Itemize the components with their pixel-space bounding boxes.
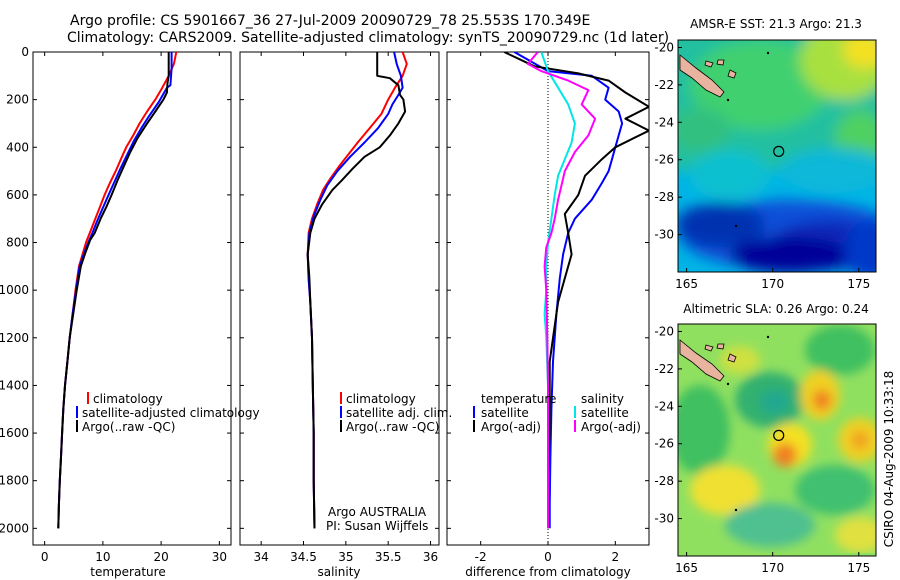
- sst-map-field: [678, 40, 876, 272]
- difference-xlabel: difference from climatology: [465, 565, 631, 579]
- land-island: [727, 353, 737, 363]
- sla-map-lat-label: -26: [654, 437, 674, 451]
- legend-sal-argo: Argo(-adj): [581, 420, 641, 434]
- legend-argo: Argo(..raw -QC): [82, 420, 175, 434]
- temperature-axes-frame: [32, 51, 232, 546]
- sla-profile-location-marker: [773, 429, 785, 441]
- land-island: [704, 344, 714, 352]
- depth-tick-label: 1800: [0, 474, 29, 488]
- salinity-axes-frame: [239, 51, 440, 546]
- salinity-xtick-label: 35: [338, 550, 353, 564]
- land-new-caledonia: [679, 54, 725, 98]
- sst-map-lon-label: 165: [675, 277, 698, 291]
- sla-map-lat-label: -20: [654, 324, 674, 338]
- sst-map-panel: AMSR-E SST: 21.3 Argo: 21.3: [654, 17, 877, 291]
- depth-tick-label: 0: [21, 45, 29, 59]
- temperature-legend: climatology satellite-adjusted climatolo…: [76, 392, 260, 434]
- depth-tick-label: 2000: [0, 521, 29, 535]
- legend-salinity-title: salinity: [581, 392, 624, 406]
- salinity-series-satellite-adj-clim: [306, 52, 404, 529]
- salinity-xtick-label: 36: [423, 550, 438, 564]
- salinity-xtick-label: 35.5: [375, 550, 402, 564]
- difference-xtick-label: -2: [475, 550, 487, 564]
- sst-map-lat-label: -26: [654, 153, 674, 167]
- land-island: [704, 60, 714, 68]
- legend-argo-sal: Argo(..raw -QC): [346, 420, 439, 434]
- legend-satellite-sal: satellite adj. clim.: [346, 406, 452, 420]
- sst-map-title: AMSR-E SST: 21.3 Argo: 21.3: [690, 17, 862, 31]
- temperature-xlabel: temperature: [90, 565, 165, 579]
- pi-label: PI: Susan Wijffels: [326, 519, 428, 533]
- sst-map-frame: [677, 39, 877, 273]
- depth-tick-label: 600: [6, 188, 29, 202]
- legend-temp-satellite: satellite: [481, 406, 529, 420]
- sst-map-lon-label: 170: [761, 277, 784, 291]
- land-island: [727, 69, 737, 79]
- depth-tick-label: 200: [6, 93, 29, 107]
- header-line-2: Climatology: CARS2009. Satellite-adjuste…: [67, 30, 669, 46]
- sst-map-lat-label: -28: [654, 190, 674, 204]
- depth-tick-label: 1400: [0, 378, 29, 392]
- land-island: [716, 343, 725, 350]
- legend-satellite-adjusted: satellite-adjusted climatology: [82, 406, 260, 420]
- sst-map-lat-label: -20: [654, 40, 674, 54]
- salinity-xtick-label: 34: [254, 550, 269, 564]
- temperature-xtick-label: 10: [95, 550, 110, 564]
- legend-climatology: climatology: [93, 392, 163, 406]
- temperature-xtick-label: 20: [153, 550, 168, 564]
- sla-map-lon-label: 165: [675, 561, 698, 575]
- argo-country-label: Argo AUSTRALIA: [328, 505, 427, 519]
- depth-tick-label: 1000: [0, 283, 29, 297]
- sla-map-frame: [677, 323, 877, 557]
- salinity-series-climatology: [306, 52, 408, 529]
- depth-tick-label: 1200: [0, 331, 29, 345]
- difference-series-temperature-satellite: [513, 52, 624, 529]
- sla-map-lon-label: 170: [761, 561, 784, 575]
- difference-xtick-label: 2: [612, 550, 620, 564]
- sla-map-title: Altimetric SLA: 0.26 Argo: 0.24: [683, 302, 868, 316]
- salinity-xtick-label: 34.5: [290, 550, 317, 564]
- temperature-xtick-label: 30: [212, 550, 227, 564]
- difference-panel: -2 0 2 difference from climatology tempera…: [446, 51, 650, 579]
- salinity-series-argo-raw-qc: [306, 52, 407, 529]
- temperature-series-argo-raw-qc: [57, 52, 170, 529]
- sla-map-panel: Altimetric SLA: 0.26 Argo: 0.24: [654, 302, 877, 575]
- salinity-xlabel: salinity: [317, 565, 360, 579]
- legend-sal-satellite: satellite: [581, 406, 629, 420]
- land-new-caledonia: [679, 339, 725, 382]
- sla-map-lat-label: -24: [654, 399, 674, 413]
- sla-map-lat-label: -22: [654, 362, 674, 376]
- land-island: [716, 59, 725, 66]
- difference-series-temperature-argo-adj: [503, 52, 649, 529]
- temperature-xtick-label: 0: [41, 550, 49, 564]
- sla-map-lon-label: 175: [847, 561, 870, 575]
- temperature-panel: 0 10 20 30 0 200 400 600 800 1000 1200 1400 1600 1800…: [0, 45, 260, 579]
- sst-map-lat-label: -24: [654, 115, 674, 129]
- sst-profile-location-marker: [773, 145, 785, 157]
- depth-tick-label: 800: [6, 236, 29, 250]
- depth-tick-label: 400: [6, 140, 29, 154]
- sla-map-lat-label: -28: [654, 474, 674, 488]
- salinity-legend: climatology satellite adj. clim. Argo(..…: [340, 392, 452, 434]
- temperature-series-satellite-adjusted-climatology: [57, 52, 173, 529]
- legend-climatology-sal: climatology: [346, 392, 416, 406]
- sst-map-lat-label: -30: [654, 228, 674, 242]
- difference-series-salinity-argo-adj: [526, 52, 597, 529]
- salinity-panel: 34 34.5 35 35.5 36 salinity climatology sate…: [239, 51, 452, 579]
- csiro-stamp: CSIRO 04-Aug-2009 10:33:18: [882, 371, 896, 547]
- header-line-1: Argo profile: CS 5901667_36 27-Jul-2009 …: [70, 13, 590, 29]
- difference-xtick-label: 0: [544, 550, 552, 564]
- depth-tick-label: 1600: [0, 426, 29, 440]
- sla-map-lat-label: -30: [654, 512, 674, 526]
- sst-map-lat-label: -22: [654, 78, 674, 92]
- sst-map-lon-label: 175: [847, 277, 870, 291]
- legend-temperature-title: temperature: [481, 392, 556, 406]
- difference-legend: temperature satellite Argo(-adj) salinit…: [473, 392, 641, 434]
- legend-temp-argo: Argo(-adj): [481, 420, 541, 434]
